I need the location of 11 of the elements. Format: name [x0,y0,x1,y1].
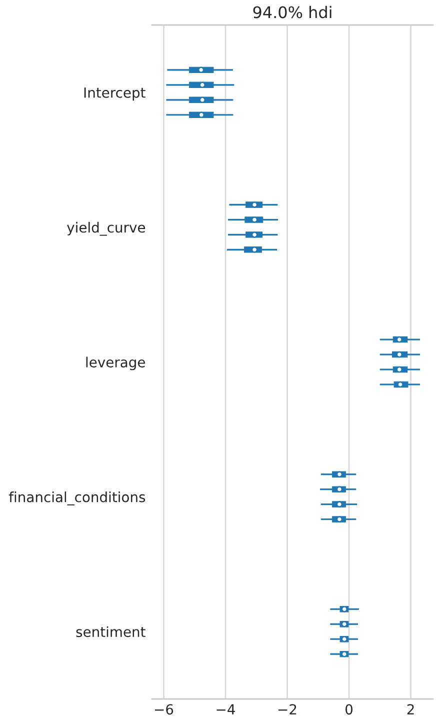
y-tick-label: leverage [86,356,146,370]
x-tick-label: −2 [278,704,296,714]
y-tick-label: yield_curve [67,222,146,236]
x-tick-label: 2 [407,704,414,714]
chart-title: 94.0% hdi [253,6,332,18]
y-tick-label: Intercept [84,88,146,101]
x-tick-label: −4 [216,704,235,714]
y-tick-label: sentiment [76,626,146,638]
y-tick-label: financial_conditions [8,492,146,506]
x-tick-label: 0 [346,704,353,715]
x-tick-label: −6 [154,704,174,715]
